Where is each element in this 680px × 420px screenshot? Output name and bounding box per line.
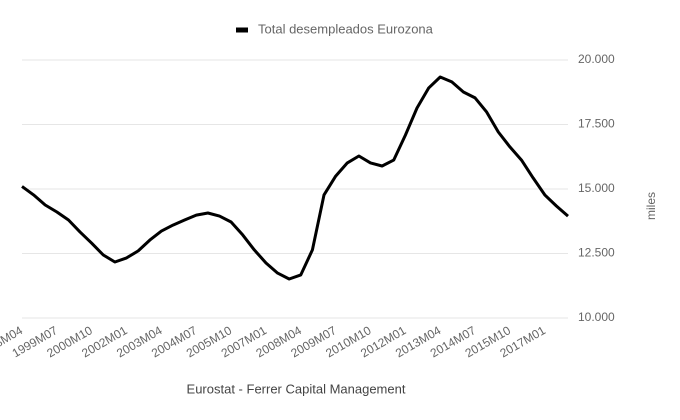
y-tick-label: 12.500 [578,246,615,260]
caption: Eurostat - Ferrer Capital Management [187,381,406,396]
y-tick-label: 20.000 [578,52,615,66]
y-tick-label: 17.500 [578,117,615,131]
y-tick-label: 15.000 [578,181,615,195]
y-tick-label: 10.000 [578,310,615,324]
line [21,75,569,281]
legend-swatch [236,27,248,33]
y-axis-label: miles [644,192,658,220]
legend-label: Total desempleados Eurozona [258,21,434,36]
